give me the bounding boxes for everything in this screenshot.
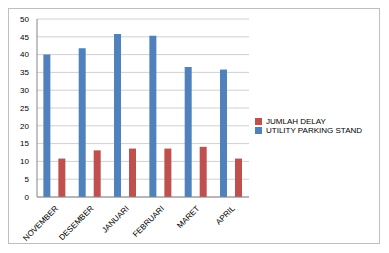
html-text:UTILITY PARKING STAND: UTILITY PARKING STAND (266, 126, 362, 135)
svg-text:FEBRUARI: FEBRUARI (131, 204, 166, 239)
svg-text:APRIL: APRIL (214, 204, 237, 227)
svg-text:JANUARI: JANUARI (100, 204, 131, 235)
svg-text:45: 45 (20, 33, 29, 42)
svg-text:MARET: MARET (175, 204, 201, 230)
svg-text:NOVEMBER: NOVEMBER (21, 204, 60, 243)
svg-text:20: 20 (20, 122, 29, 131)
html-text:JUMLAH DELAY: JUMLAH DELAY (266, 117, 326, 126)
svg-text:15: 15 (20, 139, 29, 148)
svg-text:40: 40 (20, 50, 29, 59)
svg-text:50: 50 (20, 15, 29, 24)
svg-text:25: 25 (20, 104, 29, 113)
svg-text:30: 30 (20, 86, 29, 95)
svg-text:5: 5 (25, 175, 30, 184)
svg-text:0: 0 (25, 193, 30, 202)
svg-text:DESEMBER: DESEMBER (57, 204, 95, 242)
svg-text:10: 10 (20, 157, 29, 166)
svg-text:35: 35 (20, 68, 29, 77)
